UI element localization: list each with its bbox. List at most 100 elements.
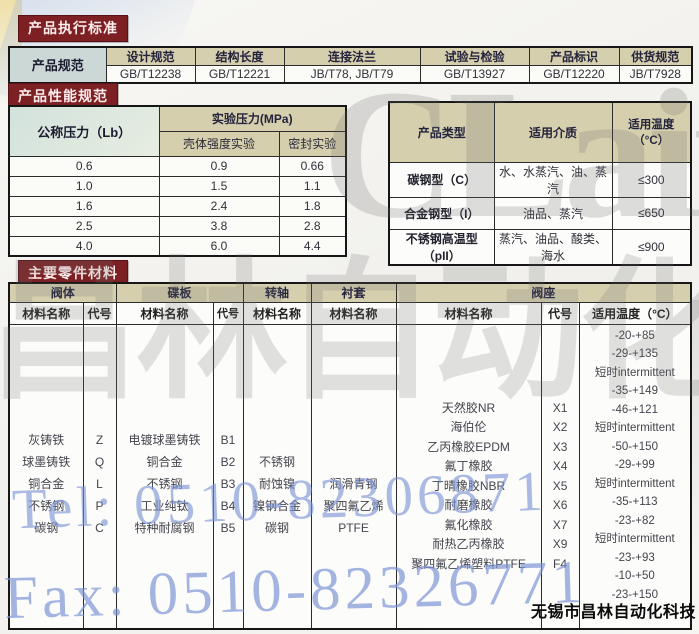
list-item: -29-+99 <box>614 459 655 471</box>
group-header-valve-body: 阀体 <box>8 282 117 303</box>
standards-value: GB/T12238 <box>105 65 196 83</box>
list-item: 灰铸铁 <box>28 432 65 447</box>
temp-limit-cell: ≤300 <box>611 161 692 198</box>
list-item: X6 <box>552 498 568 512</box>
list-item: X2 <box>552 420 568 434</box>
list-item: -23-+82 <box>614 514 655 527</box>
sub-header-code: 代号 <box>212 301 244 325</box>
list-item: -50-+150 <box>611 440 658 453</box>
pressure-sub-header: 密封实验 <box>278 130 347 157</box>
table-row: 4.0 6.0 4.4 <box>8 235 347 257</box>
seat-materials: 天然胶NR 海伯伦 乙丙橡胶EPDM 氟丁橡胶 丁晴橡胶NBR 耐磨橡胶 氟化橡胶 耐热乙丙橡… <box>399 325 539 574</box>
nominal-pressure-cell: 1.0 <box>8 175 160 197</box>
media-cell: 水、水蒸汽、油、蒸汽 <box>493 161 613 198</box>
type-table-header: 适用温度（°C） <box>611 101 692 163</box>
disc-codes: B1 B2 B3 B4 B5 <box>216 325 241 539</box>
table-row: 2.5 3.8 2.8 <box>8 215 347 237</box>
sub-header-material: 材料名称 <box>310 301 397 325</box>
list-item: 碳钢 <box>34 520 59 535</box>
shell-test-cell: 6.0 <box>158 235 280 257</box>
group-header-shaft: 转轴 <box>242 282 312 303</box>
media-cell: 油品、蒸汽 <box>493 196 613 230</box>
list-item: 聚四氟乙烯 <box>323 498 384 513</box>
sub-header-material: 材料名称 <box>395 301 542 325</box>
table-row: 1.0 1.5 1.1 <box>8 175 347 197</box>
list-item: -35-+113 <box>612 496 658 508</box>
list-item: C <box>95 520 104 535</box>
table-row: 碳钢型（C） 水、水蒸汽、油、蒸汽 ≤300 <box>388 161 692 198</box>
standards-value: GB/T12221 <box>194 65 285 83</box>
type-table-header: 适用介质 <box>493 101 613 163</box>
list-item: X7 <box>552 517 568 532</box>
list-item: -35-+149 <box>611 385 658 397</box>
table-row: 合金钢型（I） 油品、蒸汽 ≤650 <box>388 196 692 230</box>
sub-header-code: 代号 <box>82 301 117 325</box>
standards-row-header: 产品规范 <box>8 46 107 83</box>
shell-test-cell: 3.8 <box>158 215 280 237</box>
group-header-liner: 衬套 <box>310 282 397 303</box>
group-header-seat: 阀座 <box>395 282 692 303</box>
list-item: 聚四氟乙烯塑料PTFE <box>411 556 526 571</box>
sub-header-material: 材料名称 <box>242 301 312 325</box>
seal-test-cell: 1.1 <box>278 175 347 197</box>
list-item: 特种耐腐钢 <box>134 520 195 535</box>
nominal-pressure-cell: 4.0 <box>8 235 160 257</box>
list-item: X5 <box>552 478 568 493</box>
materials-table: 阀体 碟板 转轴 衬套 阀座 材料名称 代号 材料名称 代号 材料名称 材料名称… <box>8 282 693 630</box>
pressure-col1-header: 公称压力（Lb） <box>8 105 160 157</box>
seal-test-cell: 1.8 <box>278 195 347 217</box>
temp-limit-cell: ≤900 <box>611 228 692 265</box>
company-name-overlay: 无锡市昌林自动化科技 <box>531 604 697 621</box>
sub-header-material: 材料名称 <box>115 301 214 325</box>
list-item: 短时intermittent <box>594 533 675 545</box>
section-badge-standards: 产品执行标准 <box>18 15 128 42</box>
list-item: 海伯伦 <box>450 420 487 434</box>
liner-materials: 润滑青钢聚四氟乙烯 PTFE <box>314 325 394 539</box>
list-item: 短时intermittent <box>594 366 675 379</box>
standards-col-header: 连接法兰 <box>283 46 421 66</box>
nominal-pressure-cell: 1.6 <box>8 195 160 217</box>
list-item: 不锈钢 <box>28 498 65 513</box>
list-item: X4 <box>552 459 568 473</box>
list-item: B2 <box>220 454 236 469</box>
sub-header-temp: 适用温度（°C） <box>578 301 692 325</box>
list-item: -46-+121 <box>611 403 658 416</box>
list-item: 耐磨橡胶 <box>444 498 493 512</box>
list-item: 氟化橡胶 <box>444 517 493 532</box>
list-item: X1 <box>552 400 568 415</box>
list-item: 短时intermittent <box>594 422 675 434</box>
shell-test-cell: 2.4 <box>158 195 280 217</box>
list-item: -10-+50 <box>614 570 655 582</box>
seal-test-cell: 2.8 <box>278 215 347 237</box>
list-item: B4 <box>220 498 236 513</box>
list-item: 乙丙橡胶EPDM <box>427 439 510 454</box>
shell-test-cell: 1.5 <box>158 175 280 197</box>
list-item: 镍钢合金 <box>253 498 302 513</box>
list-item: B3 <box>220 476 236 491</box>
standards-col-header: 试验与检验 <box>419 46 530 66</box>
standards-value: JB/T7928 <box>618 65 693 83</box>
standards-col-header: 供货规范 <box>618 46 693 66</box>
list-item: 短时intermittent <box>594 477 675 490</box>
pressure-sub-header: 壳体强度实验 <box>158 130 280 157</box>
seat-codes: X1 X2 X3 X4 X5 X6 X7 X9 F4 <box>544 325 577 574</box>
list-item: 耐蚀镍 <box>259 476 296 491</box>
list-item: 润滑青钢 <box>329 476 378 491</box>
seal-test-cell: 4.4 <box>278 235 347 257</box>
list-item: 铜合金 <box>28 476 65 491</box>
media-cell: 蒸汽、油品、酸类、海水 <box>493 228 613 265</box>
list-item: 氟丁橡胶 <box>444 459 493 473</box>
list-item: 电镀球墨铸铁 <box>128 432 201 447</box>
standards-value: GB/T12220 <box>528 65 620 83</box>
list-item: Z <box>95 432 104 447</box>
sub-header-material: 材料名称 <box>8 301 84 325</box>
group-header-disc: 碟板 <box>115 282 244 303</box>
list-item: 不锈钢 <box>259 454 296 469</box>
table-row: 0.6 0.9 0.66 <box>8 155 347 177</box>
list-item: PTFE <box>338 520 369 535</box>
standards-col-header: 产品标识 <box>528 46 620 66</box>
product-type-cell: 合金钢型（I） <box>388 196 495 230</box>
list-item: -29-+135 <box>611 348 658 360</box>
